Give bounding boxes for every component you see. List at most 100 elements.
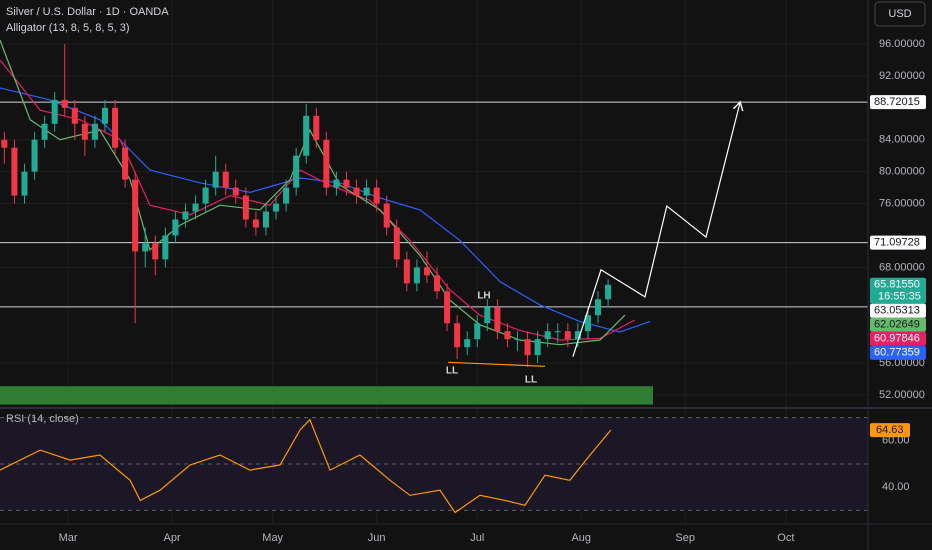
- candle-body: [162, 235, 169, 260]
- y-tick-label: 80.00000: [879, 166, 925, 178]
- candle-body: [172, 219, 179, 236]
- candle-body: [242, 195, 249, 220]
- pattern-label: LH: [477, 291, 490, 302]
- symbol-title: Silver / U.S. Dollar · 1D · OANDA: [6, 6, 169, 18]
- candle-body: [544, 331, 551, 340]
- pattern-label: LL: [525, 375, 537, 386]
- candle-body: [293, 155, 300, 188]
- rsi-title: RSI (14, close): [6, 413, 79, 425]
- candle-body: [101, 107, 108, 124]
- price-tag: [870, 345, 926, 360]
- candle-body: [434, 275, 441, 292]
- candle-body: [484, 307, 491, 324]
- grid: [0, 0, 868, 524]
- candle-body: [81, 123, 88, 140]
- candle-body: [383, 203, 390, 228]
- candle-body: [273, 203, 280, 212]
- candle-body: [594, 299, 602, 316]
- candle-body: [1, 139, 8, 148]
- candle-body: [51, 99, 58, 124]
- candle-body: [212, 171, 219, 188]
- projection-path: [572, 103, 740, 357]
- price-tag: [870, 317, 926, 332]
- candle-body: [534, 339, 541, 356]
- rsi-line: [0, 418, 612, 514]
- x-tick-label: Aug: [571, 532, 591, 544]
- candle-body: [373, 187, 380, 204]
- candle-body: [132, 179, 139, 252]
- candle-body: [353, 187, 360, 196]
- x-tick-label: Jul: [470, 532, 484, 544]
- candle-body: [363, 187, 370, 196]
- support-zone: [0, 386, 654, 405]
- candle-body: [182, 211, 189, 220]
- candle-body: [283, 187, 290, 204]
- candle-body: [564, 331, 571, 340]
- candle-body: [142, 243, 149, 252]
- price-tag-label: 65.81550: [874, 279, 920, 291]
- x-tick-label: Mar: [59, 532, 78, 544]
- price-tag: [870, 331, 926, 346]
- candle-body: [262, 211, 269, 228]
- candle-body: [393, 227, 400, 260]
- candle-body: [474, 323, 481, 340]
- price-tag-label: 60.97846: [874, 333, 920, 345]
- candle-body: [454, 323, 461, 348]
- candle-body: [494, 307, 501, 332]
- candle-body: [464, 339, 471, 348]
- plot: LH LL LL: [0, 39, 868, 514]
- candle-body: [323, 139, 330, 188]
- y-tick-label: 52.00000: [879, 389, 925, 401]
- price-tag-label: 60.77359: [874, 347, 920, 359]
- x-tick-label: Apr: [163, 532, 180, 544]
- candle-body: [91, 123, 98, 140]
- candle-body: [605, 284, 612, 300]
- candle-body: [232, 187, 239, 196]
- alligator-line: [0, 39, 626, 346]
- candle-body: [303, 115, 310, 156]
- pattern-label: LL: [446, 366, 458, 377]
- candle-body: [202, 187, 209, 204]
- currency-button[interactable]: [874, 1, 926, 27]
- y-tick-label: 92.00000: [879, 70, 925, 82]
- candle-body: [524, 339, 531, 356]
- candle-body: [514, 339, 521, 341]
- candle-body: [313, 115, 320, 140]
- y-tick-label: 76.00000: [879, 197, 925, 209]
- x-tick-label: May: [262, 532, 283, 544]
- price-tag: [870, 277, 926, 304]
- candle-body: [152, 243, 159, 260]
- candle-body: [504, 331, 511, 340]
- y-tick-label: 56.00000: [879, 357, 925, 369]
- candle-body: [21, 171, 28, 196]
- price-tag-label: 88.72015: [874, 96, 920, 108]
- x-tick-label: Jun: [368, 532, 386, 544]
- y-tick-label: 40.00: [882, 481, 910, 493]
- indicator-label: Alligator (13, 8, 5, 8, 5, 3): [6, 22, 130, 34]
- price-tag-label: 62.02649: [874, 319, 920, 331]
- candle-body: [222, 171, 229, 188]
- price-tag: [870, 303, 926, 318]
- price-tag: [870, 235, 926, 250]
- candle-body: [61, 99, 68, 108]
- currency-label[interactable]: USD: [888, 8, 911, 20]
- candle-body: [554, 331, 561, 333]
- candle-body: [112, 107, 119, 148]
- x-tick-label: Oct: [777, 532, 794, 544]
- y-tick-label: 60.00: [882, 435, 910, 447]
- candle-body: [252, 219, 259, 228]
- y-tick-label: 84.00000: [879, 134, 925, 146]
- candle-body: [11, 147, 18, 196]
- candle-body: [122, 147, 129, 180]
- price-tag-label: 63.05313: [874, 305, 920, 317]
- y-tick-label: 96.00000: [879, 38, 925, 50]
- candle-body: [71, 107, 78, 124]
- candle-body: [574, 331, 581, 340]
- axis: Mar Apr May Jun Jul Aug Sep Oct 96.00000 92.00000…: [59, 38, 926, 544]
- candle-body: [333, 179, 340, 188]
- countdown-label: 16:55:35: [878, 291, 921, 303]
- rsi-tag-label: 64.63: [876, 424, 904, 436]
- candle-body: [192, 203, 199, 212]
- candle-body: [584, 315, 591, 332]
